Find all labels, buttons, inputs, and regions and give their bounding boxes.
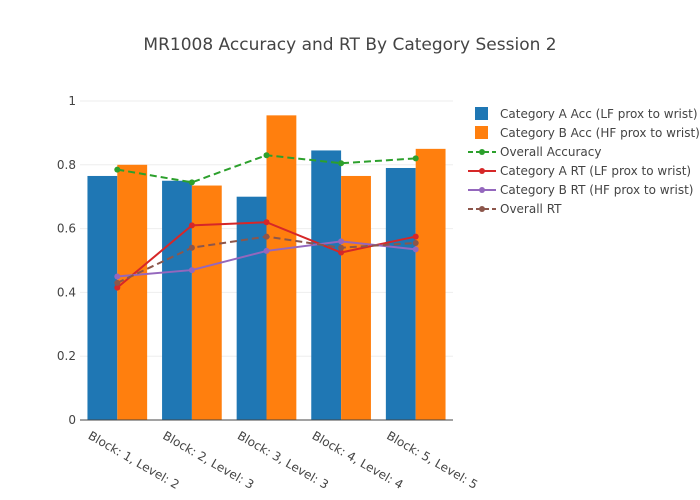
bar (191, 185, 222, 420)
data-point (263, 219, 270, 226)
data-point (412, 246, 419, 253)
data-point (114, 166, 121, 173)
legend: Category A Acc (LF prox to wrist) Categor… (468, 107, 700, 216)
data-point (263, 233, 270, 240)
legend-label: Category B Acc (HF prox to wrist) (500, 126, 700, 140)
y-tick-label: 0.4 (57, 285, 76, 299)
legend-label: Category B RT (HF prox to wrist) (500, 183, 693, 197)
legend-marker (479, 168, 485, 174)
data-point (412, 155, 419, 162)
legend-label: Overall Accuracy (500, 145, 601, 159)
legend-label: Category A RT (LF prox to wrist) (500, 164, 691, 178)
y-tick-label: 0.6 (57, 222, 76, 236)
data-point (263, 152, 270, 159)
bar (385, 167, 416, 420)
data-point (114, 284, 121, 291)
bar (117, 164, 148, 420)
data-point (412, 239, 419, 246)
data-point (114, 273, 121, 280)
bar (311, 150, 342, 420)
data-point (114, 279, 121, 286)
data-point (188, 267, 195, 274)
legend-swatch (475, 107, 488, 120)
legend-label: Overall RT (500, 202, 562, 216)
bar (87, 175, 118, 420)
bar (162, 180, 192, 420)
y-tick-label: 0 (68, 413, 76, 427)
bar (415, 148, 446, 420)
y-tick-label: 0.2 (57, 349, 76, 363)
legend-marker (479, 206, 485, 212)
data-point (338, 244, 345, 251)
legend-swatch (475, 126, 488, 139)
data-point (188, 222, 195, 229)
y-tick-label: 0.8 (57, 158, 76, 172)
legend-marker (479, 187, 485, 193)
data-point (263, 247, 270, 254)
data-point (188, 179, 195, 186)
legend-marker (479, 149, 485, 155)
data-point (338, 160, 345, 167)
chart-title: MR1008 Accuracy and RT By Category Sessi… (143, 35, 556, 55)
bar (236, 196, 267, 420)
y-tick-label: 1 (68, 94, 76, 108)
lines (114, 152, 419, 291)
legend-label: Category A Acc (LF prox to wrist) (500, 107, 698, 121)
data-point (188, 244, 195, 251)
data-point (338, 249, 345, 256)
bar (341, 175, 371, 420)
bars (87, 115, 446, 420)
bar (266, 115, 297, 420)
data-point (412, 233, 419, 240)
data-point (338, 238, 345, 245)
